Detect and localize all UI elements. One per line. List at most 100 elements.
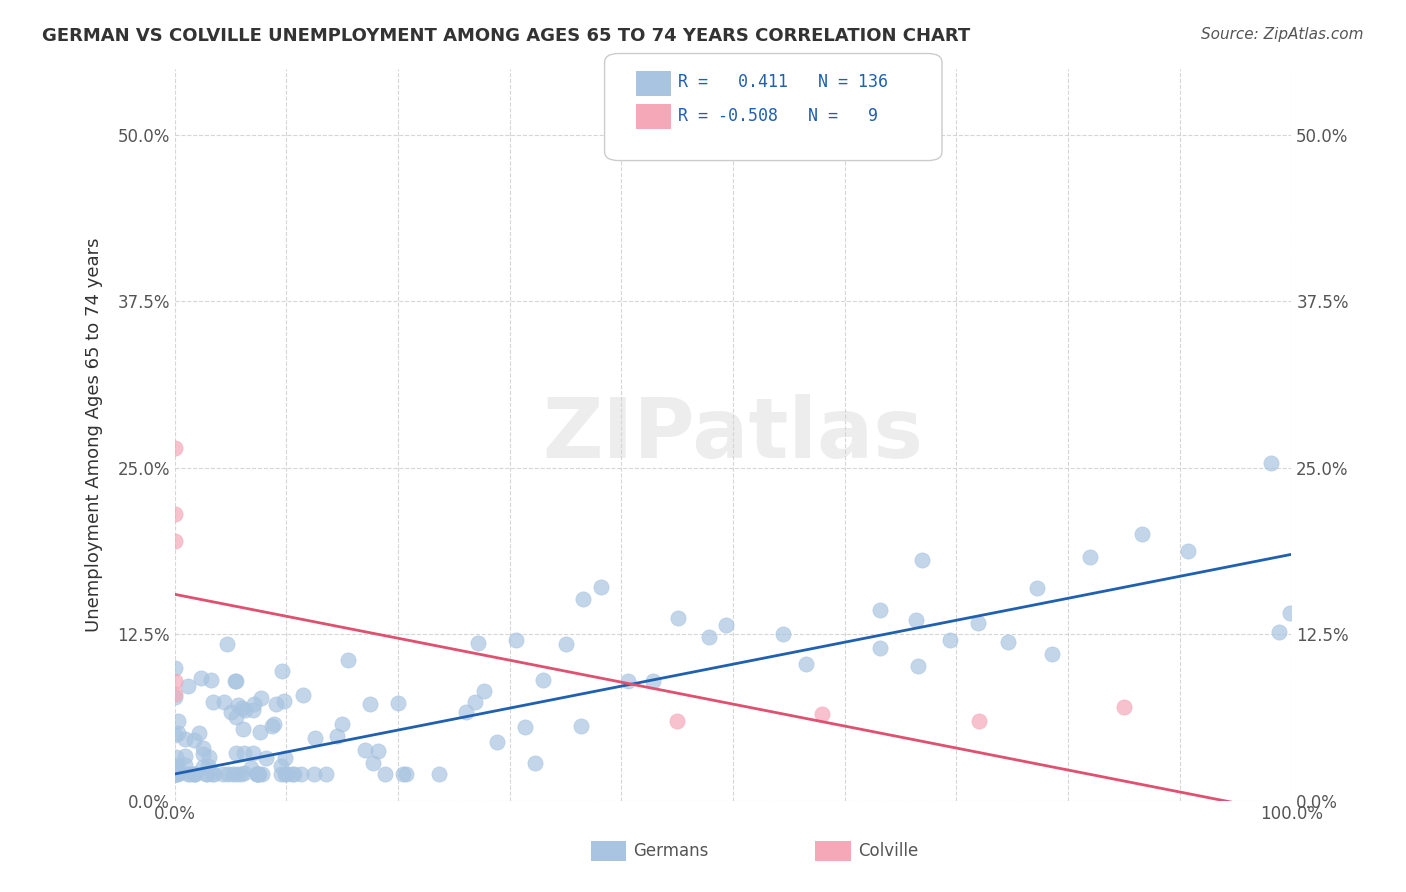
- Point: [270, 665, 292, 679]
- Point: [387, 696, 409, 710]
- Point: [163, 441, 186, 455]
- Point: [666, 611, 689, 625]
- Point: [337, 653, 360, 667]
- Point: [1026, 581, 1049, 595]
- Point: [197, 759, 219, 773]
- Point: [263, 717, 285, 731]
- Point: [246, 767, 269, 781]
- Point: [183, 767, 205, 781]
- Point: [572, 591, 595, 606]
- Point: [716, 618, 738, 632]
- Point: [242, 703, 264, 717]
- Point: [1040, 647, 1063, 661]
- Point: [163, 534, 186, 549]
- Point: [359, 698, 381, 712]
- Point: [486, 734, 509, 748]
- Point: [250, 767, 273, 781]
- Point: [163, 687, 186, 701]
- Point: [163, 767, 186, 781]
- Point: [464, 695, 486, 709]
- Point: [233, 765, 256, 780]
- Point: [1078, 550, 1101, 565]
- Point: [260, 719, 283, 733]
- Point: [226, 767, 249, 781]
- Point: [232, 722, 254, 736]
- Point: [304, 731, 326, 745]
- Point: [177, 767, 200, 781]
- Point: [163, 767, 186, 781]
- Point: [163, 690, 186, 704]
- Point: [163, 760, 186, 774]
- Point: [163, 508, 186, 522]
- Point: [1130, 527, 1153, 541]
- Point: [939, 633, 962, 648]
- Point: [264, 698, 287, 712]
- Point: [1260, 457, 1282, 471]
- Point: [290, 767, 312, 781]
- Point: [242, 746, 264, 760]
- Point: [214, 695, 236, 709]
- Point: [165, 750, 187, 764]
- Point: [395, 767, 418, 781]
- Point: [274, 767, 297, 781]
- Point: [165, 767, 187, 781]
- Point: [201, 767, 224, 781]
- Point: [569, 719, 592, 733]
- Point: [217, 767, 239, 781]
- Point: [904, 613, 927, 627]
- Point: [363, 756, 385, 771]
- Point: [167, 758, 190, 772]
- Point: [967, 615, 990, 630]
- Point: [392, 767, 415, 781]
- Point: [167, 766, 190, 780]
- Point: [183, 767, 205, 781]
- Point: [225, 747, 247, 761]
- Point: [467, 636, 489, 650]
- Point: [212, 767, 235, 781]
- Point: [1112, 700, 1135, 714]
- Point: [225, 673, 247, 688]
- Point: [796, 657, 818, 671]
- Point: [304, 767, 326, 781]
- Point: [166, 763, 188, 777]
- Point: [195, 767, 218, 781]
- Point: [197, 750, 219, 764]
- Point: [427, 767, 450, 781]
- Point: [183, 733, 205, 747]
- Point: [173, 758, 195, 772]
- Point: [165, 764, 187, 778]
- Point: [456, 706, 478, 720]
- Point: [274, 767, 297, 781]
- Point: [554, 637, 576, 651]
- Point: [270, 759, 292, 773]
- Point: [229, 767, 252, 781]
- Point: [273, 693, 295, 707]
- Point: [195, 767, 218, 781]
- Point: [531, 673, 554, 687]
- Point: [219, 705, 242, 719]
- Point: [179, 767, 201, 781]
- Point: [513, 720, 536, 734]
- Point: [222, 767, 245, 781]
- Text: Colville: Colville: [858, 842, 918, 860]
- Point: [190, 672, 212, 686]
- Point: [330, 716, 353, 731]
- Point: [326, 729, 349, 743]
- Point: [524, 756, 547, 771]
- Text: Germans: Germans: [633, 842, 709, 860]
- Point: [191, 741, 214, 756]
- Point: [967, 714, 990, 728]
- Point: [869, 603, 891, 617]
- Y-axis label: Unemployment Among Ages 65 to 74 years: Unemployment Among Ages 65 to 74 years: [86, 237, 103, 632]
- Point: [811, 707, 834, 722]
- Point: [165, 767, 187, 781]
- Point: [505, 632, 527, 647]
- Point: [1177, 544, 1199, 558]
- Point: [772, 627, 794, 641]
- Point: [193, 747, 215, 762]
- Point: [1279, 606, 1302, 620]
- Point: [281, 767, 304, 781]
- Point: [315, 767, 337, 781]
- Point: [173, 732, 195, 747]
- Point: [666, 714, 689, 728]
